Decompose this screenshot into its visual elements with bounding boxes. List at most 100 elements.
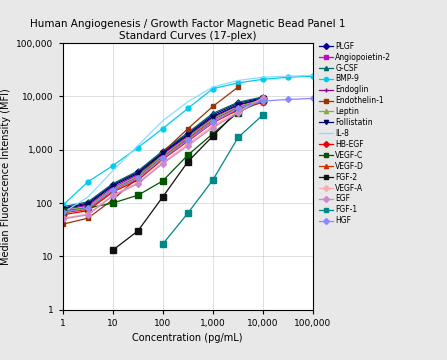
PLGF	[135, 170, 141, 174]
Endothelin-1	[135, 175, 141, 180]
BMP-9	[160, 126, 165, 131]
VEGF-D	[210, 119, 215, 123]
Leptin	[60, 208, 65, 213]
HGF	[236, 106, 241, 111]
BMP-9	[210, 86, 215, 91]
Line: HB-EGF: HB-EGF	[60, 100, 265, 217]
FGF-2	[160, 195, 165, 199]
VEGF-D	[236, 107, 241, 111]
Endothelin-1	[85, 216, 91, 220]
VEGF-D	[110, 189, 115, 193]
Line: Endothelin-1: Endothelin-1	[60, 85, 240, 227]
Line: HGF: HGF	[60, 96, 315, 214]
IL-8	[236, 78, 241, 82]
VEGF-A	[260, 95, 266, 100]
BMP-9	[260, 77, 266, 81]
VEGF-A	[210, 124, 215, 128]
Angiopoietin-2	[85, 203, 91, 208]
Angiopoietin-2	[236, 103, 241, 108]
Endoglin	[85, 206, 91, 210]
Endothelin-1	[236, 85, 241, 89]
EGF	[135, 181, 141, 186]
VEGF-D	[135, 176, 141, 181]
IL-8	[160, 118, 165, 123]
HGF	[160, 156, 165, 160]
PLGF	[85, 201, 91, 205]
VEGF-C	[236, 111, 241, 115]
Leptin	[260, 98, 266, 102]
Endothelin-1	[60, 222, 65, 226]
EGF	[186, 143, 191, 148]
FGF-2	[236, 108, 241, 112]
VEGF-C	[135, 193, 141, 197]
BMP-9	[110, 164, 115, 168]
BMP-9	[85, 180, 91, 184]
PLGF	[186, 131, 191, 136]
IL-8	[310, 73, 316, 77]
VEGF-C	[60, 209, 65, 213]
Line: BMP-9: BMP-9	[60, 74, 315, 208]
G-CSF	[110, 181, 115, 186]
BMP-9	[186, 106, 191, 111]
IL-8	[85, 195, 91, 199]
VEGF-C	[85, 206, 91, 210]
Endoglin	[236, 105, 241, 110]
Endoglin	[260, 98, 266, 102]
VEGF-C	[210, 131, 215, 136]
Endoglin	[186, 136, 191, 140]
FGF-2	[135, 229, 141, 233]
G-CSF	[160, 149, 165, 153]
IL-8	[186, 99, 191, 104]
PLGF	[236, 101, 241, 105]
G-CSF	[210, 111, 215, 116]
IL-8	[260, 75, 266, 79]
BMP-9	[286, 75, 291, 79]
PLGF	[60, 206, 65, 210]
Leptin	[160, 154, 165, 158]
Angiopoietin-2	[260, 97, 266, 101]
Follistatin	[210, 114, 215, 119]
EGF	[160, 161, 165, 166]
Leptin	[85, 205, 91, 209]
HB-EGF	[85, 208, 91, 213]
Angiopoietin-2	[160, 152, 165, 157]
HGF	[186, 138, 191, 142]
Endoglin	[110, 187, 115, 192]
G-CSF	[260, 95, 266, 99]
HGF	[85, 206, 91, 210]
VEGF-A	[85, 212, 91, 216]
Endoglin	[210, 117, 215, 122]
VEGF-D	[186, 138, 191, 142]
Line: IL-8: IL-8	[63, 75, 313, 213]
BMP-9	[135, 145, 141, 150]
Follistatin	[186, 133, 191, 137]
Endothelin-1	[110, 198, 115, 202]
FGF-1	[236, 135, 241, 140]
VEGF-A	[60, 216, 65, 220]
EGF	[60, 217, 65, 221]
X-axis label: Concentration (pg/mL): Concentration (pg/mL)	[132, 333, 243, 343]
IL-8	[286, 74, 291, 78]
BMP-9	[310, 74, 316, 78]
VEGF-D	[260, 99, 266, 104]
VEGF-A	[186, 142, 191, 146]
FGF-1	[186, 211, 191, 215]
IL-8	[210, 85, 215, 89]
VEGF-A	[135, 181, 141, 185]
VEGF-D	[160, 156, 165, 160]
Angiopoietin-2	[60, 207, 65, 212]
PLGF	[210, 113, 215, 117]
Line: VEGF-C: VEGF-C	[60, 98, 266, 214]
Leptin	[135, 174, 141, 178]
IL-8	[110, 169, 115, 173]
PLGF	[260, 95, 266, 100]
Follistatin	[236, 103, 241, 107]
Angiopoietin-2	[110, 185, 115, 190]
Line: Endoglin: Endoglin	[59, 97, 266, 215]
HGF	[60, 210, 65, 214]
HB-EGF	[186, 139, 191, 143]
Angiopoietin-2	[135, 172, 141, 177]
VEGF-A	[110, 193, 115, 197]
Legend: PLGF, Angiopoietin-2, G-CSF, BMP-9, Endoglin, Endothelin-1, Leptin, Follistatin,: PLGF, Angiopoietin-2, G-CSF, BMP-9, Endo…	[319, 42, 391, 225]
FGF-2	[110, 248, 115, 252]
